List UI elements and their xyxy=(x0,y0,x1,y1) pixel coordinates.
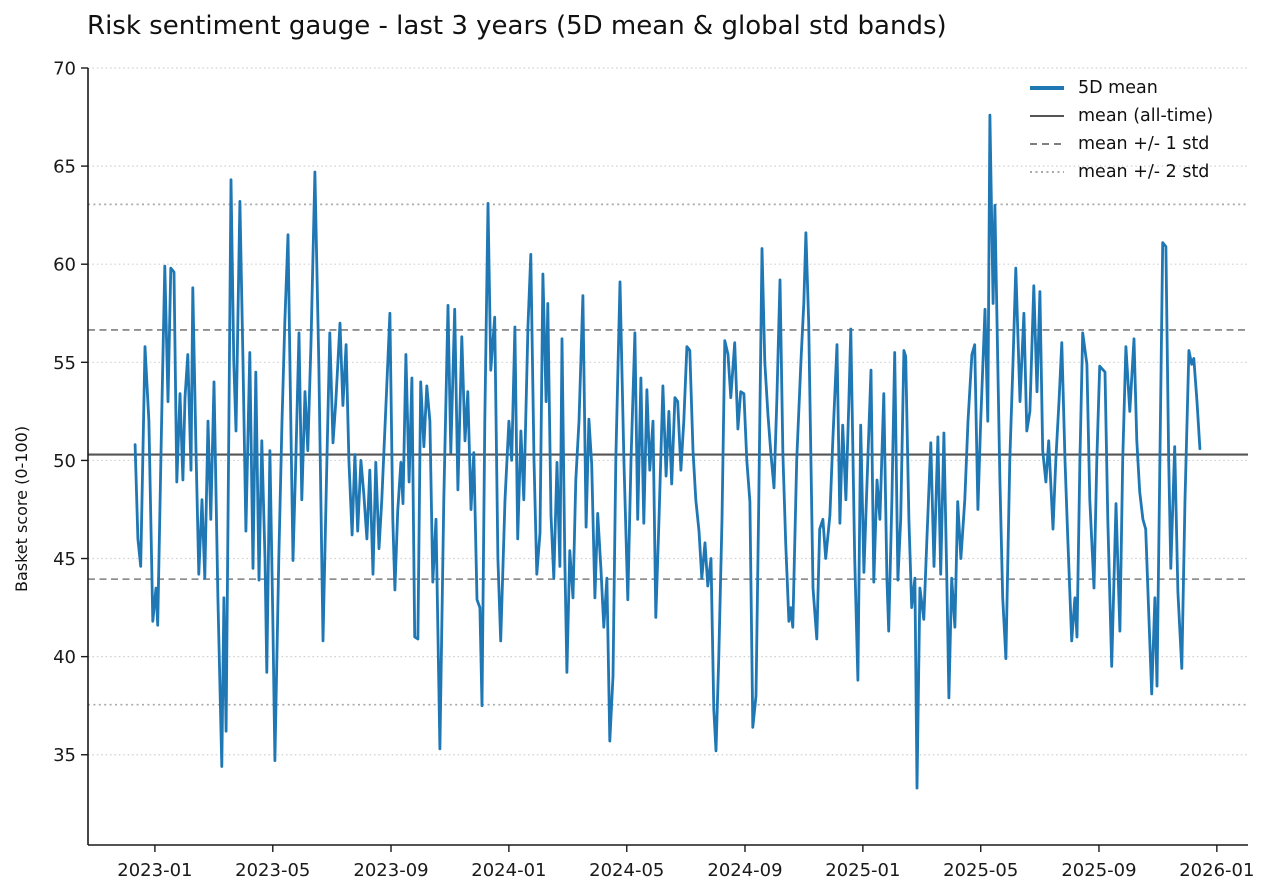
legend-item-mean-1std: mean +/- 1 std xyxy=(1030,130,1213,158)
legend-swatch-0 xyxy=(1030,86,1064,90)
legend-item-5d-mean: 5D mean xyxy=(1030,74,1213,102)
legend-swatch-2 xyxy=(1030,143,1064,145)
x-tick-label: 2025-05 xyxy=(943,860,1018,881)
y-tick-label: 40 xyxy=(53,647,76,668)
x-tick-label: 2024-05 xyxy=(589,860,664,881)
legend-swatch-1 xyxy=(1030,115,1064,117)
y-tick-label: 60 xyxy=(53,255,76,276)
legend-label: mean (all-time) xyxy=(1078,106,1214,126)
legend-swatch-3 xyxy=(1030,171,1064,173)
legend: 5D mean mean (all-time) mean +/- 1 std m… xyxy=(1030,74,1213,186)
legend-label: 5D mean xyxy=(1078,78,1158,98)
x-tick-label: 2023-01 xyxy=(117,860,192,881)
y-tick-label: 50 xyxy=(53,451,76,472)
y-tick-label: 35 xyxy=(53,745,76,766)
legend-item-mean-2std: mean +/- 2 std xyxy=(1030,158,1213,186)
chart-title: Risk sentiment gauge - last 3 years (5D … xyxy=(87,11,947,41)
x-tick-label: 2024-01 xyxy=(471,860,546,881)
legend-item-mean-all-time: mean (all-time) xyxy=(1030,102,1213,130)
x-tick-label: 2023-09 xyxy=(353,860,428,881)
x-tick-label: 2026-01 xyxy=(1179,860,1254,881)
x-tick-label: 2023-05 xyxy=(235,860,310,881)
y-tick-label: 55 xyxy=(53,353,76,374)
legend-label: mean +/- 2 std xyxy=(1078,162,1210,182)
series-5d-mean-line xyxy=(133,113,1202,790)
y-tick-label: 70 xyxy=(53,59,76,80)
x-tick-label: 2025-01 xyxy=(825,860,900,881)
x-tick-label: 2024-09 xyxy=(707,860,782,881)
y-tick-label: 45 xyxy=(53,549,76,570)
x-tick-label: 2025-09 xyxy=(1061,860,1136,881)
legend-label: mean +/- 1 std xyxy=(1078,134,1210,154)
y-tick-label: 65 xyxy=(53,157,76,178)
